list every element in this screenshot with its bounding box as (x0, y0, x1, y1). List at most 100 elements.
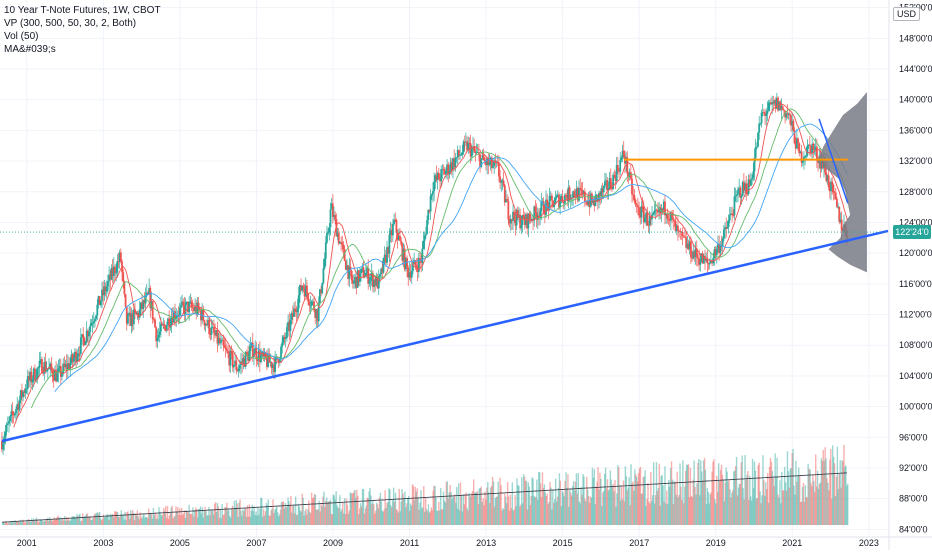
volume-bar (671, 479, 674, 525)
indicator-moving-averages[interactable]: MA&#039;s (4, 44, 56, 55)
candle-body (513, 211, 516, 220)
candle-body (42, 372, 45, 374)
candle-body (562, 201, 565, 204)
indicator-volume-profile[interactable]: VP (300, 500, 50, 30, 2, Both) (4, 18, 137, 29)
candle-body (77, 353, 80, 357)
volume-bar (512, 510, 514, 525)
volume-bar (346, 504, 349, 525)
volume-bar (271, 508, 273, 525)
candle-body (368, 280, 371, 284)
candle-body (821, 160, 824, 169)
volume-bar (351, 493, 353, 525)
candle-body (217, 338, 220, 344)
volume-bar (229, 517, 232, 525)
volume-bar (25, 521, 27, 525)
indicator-volume[interactable]: Vol (50) (4, 31, 39, 42)
candle-body (684, 236, 686, 238)
candle-body (687, 243, 690, 250)
volume-bar (134, 513, 137, 525)
volume-bar (614, 480, 616, 525)
volume-bar (619, 500, 622, 525)
volume-bar (381, 510, 384, 525)
volume-bar (600, 478, 602, 525)
volume-bar (626, 490, 628, 525)
volume-bar (369, 487, 371, 525)
candle-body (414, 260, 417, 266)
volume-bar (393, 502, 396, 525)
volume-bar (777, 494, 779, 525)
volume-bar (259, 508, 261, 525)
volume-bar (657, 488, 660, 525)
volume-bar (617, 464, 619, 525)
volume-bar (176, 512, 178, 525)
volume-bar (64, 515, 66, 525)
volume-bar (109, 514, 111, 525)
candle-body (156, 337, 159, 342)
volume-bar (3, 523, 6, 525)
volume-bar (358, 514, 360, 525)
volume-bar (235, 500, 237, 525)
volume-bar (377, 508, 380, 525)
candle-body (230, 350, 233, 354)
candle-body (439, 179, 441, 182)
candle-body (692, 251, 695, 259)
volume-bar (701, 471, 703, 525)
candle-body (640, 206, 643, 218)
volume-bar (847, 483, 849, 525)
candle-body (799, 151, 802, 154)
volume-bar (149, 512, 152, 525)
volume-bar (533, 495, 535, 525)
volume-bar (428, 512, 431, 525)
candle-body (833, 192, 836, 194)
candle-body (701, 253, 704, 264)
candle-body (79, 337, 82, 354)
candle-body (117, 261, 120, 263)
candle-body (233, 364, 235, 368)
candle-body (245, 351, 248, 354)
volume-bar (554, 478, 557, 525)
candle-body (751, 177, 754, 180)
candle-body (427, 209, 430, 221)
candle-body (647, 225, 650, 226)
y-tick-label: 108'00'0 (899, 340, 932, 350)
candle-body (480, 158, 483, 168)
candle-body (660, 208, 663, 213)
volume-bar (312, 497, 315, 525)
candle-body (244, 351, 247, 367)
volume-bar (224, 507, 226, 525)
volume-bar (481, 501, 483, 525)
volume-bar (825, 458, 827, 525)
volume-bar (459, 482, 462, 525)
volume-bar (92, 517, 94, 525)
volume-bar (508, 510, 511, 525)
volume-bar (817, 488, 820, 525)
candle-body (327, 232, 330, 234)
volume-bar (505, 503, 508, 525)
volume-bar (218, 517, 221, 525)
chart-title[interactable]: 10 Year T-Note Futures, 1W, CBOT (4, 5, 161, 16)
candle-body (527, 213, 530, 229)
candle-body (572, 191, 575, 198)
volume-bar (342, 502, 344, 525)
volume-bar (690, 495, 693, 525)
currency-button[interactable]: USD (892, 7, 920, 21)
candle-body (115, 272, 118, 274)
volume-bar (543, 484, 546, 525)
candle-body (523, 219, 526, 225)
volume-bar (62, 518, 64, 525)
candle-body (619, 159, 622, 172)
candle-body (540, 201, 543, 212)
candle-body (777, 97, 779, 111)
volume-bar (714, 499, 716, 525)
candle-body (457, 150, 460, 156)
candle-body (655, 209, 658, 212)
volume-bar (475, 492, 478, 525)
candle-body (664, 201, 666, 216)
volume-bar (603, 490, 605, 525)
volume-bar (811, 486, 813, 525)
volume-bar (576, 493, 579, 525)
candle-body (158, 331, 161, 335)
volume-bar (742, 488, 744, 525)
